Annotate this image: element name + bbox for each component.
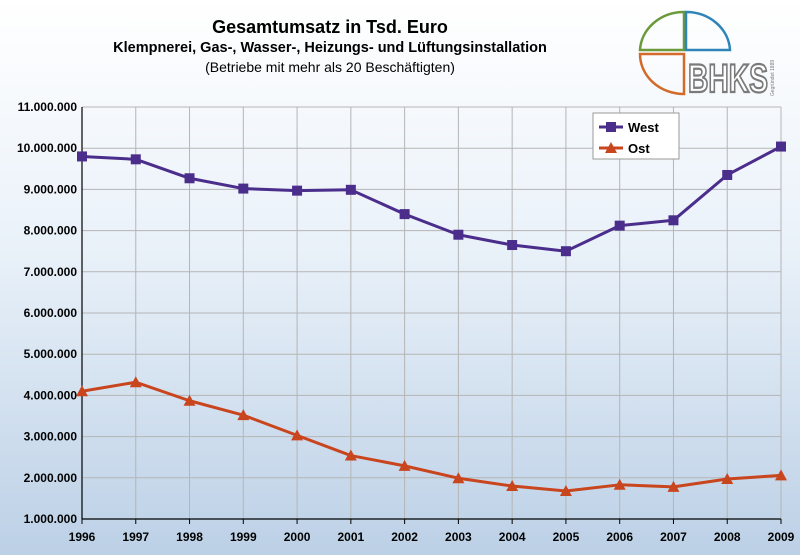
data-point-ost	[76, 385, 88, 397]
series-line-west	[81, 145, 782, 253]
logo-arc-orange	[638, 52, 686, 96]
data-point-west	[345, 184, 356, 195]
data-point-ost	[613, 478, 626, 490]
x-tick-label: 2001	[337, 530, 364, 544]
bhks-logo: BHKS Gegründet 1889	[638, 10, 776, 100]
logo-arc-green	[638, 10, 686, 52]
chart-title: Gesamtumsatz in Tsd. Euro	[212, 17, 448, 37]
data-point-west	[238, 183, 249, 194]
y-tick-label: 8.000.000	[24, 224, 78, 238]
data-point-ost	[721, 473, 734, 485]
data-point-ost	[452, 472, 465, 484]
data-point-west	[776, 141, 786, 152]
y-tick-label: 4.000.000	[24, 388, 78, 402]
x-tick-label: 2009	[768, 530, 795, 544]
data-point-ost	[775, 469, 787, 481]
data-point-ost	[559, 484, 572, 496]
y-tick-label: 2.000.000	[24, 471, 78, 485]
data-point-ost	[667, 480, 680, 492]
chart-subtitle: Klempnerei, Gas-, Wasser-, Heizungs- und…	[113, 40, 547, 56]
logo-arc-blue	[684, 10, 732, 52]
legend-label-ost: Ost	[628, 141, 650, 156]
chart-titles: Gesamtumsatz in Tsd. Euro Klempnerei, Ga…	[60, 16, 600, 76]
legend-marker-west	[606, 122, 616, 132]
x-tick-label: 1996	[69, 530, 96, 544]
x-tick-label: 2004	[499, 530, 526, 544]
x-tick-label: 2000	[284, 530, 311, 544]
data-point-west	[507, 240, 518, 251]
logo-text: BHKS	[688, 57, 768, 100]
legend-marker-ost	[605, 142, 617, 153]
series-line-ost	[81, 380, 782, 493]
y-tick-label: 9.000.000	[24, 182, 78, 196]
data-point-west	[292, 185, 303, 196]
x-tick-label: 2006	[606, 530, 633, 544]
y-tick-label: 6.000.000	[24, 306, 78, 320]
x-tick-label: 2008	[714, 530, 741, 544]
data-point-ost	[129, 376, 142, 388]
x-tick-label: 1999	[230, 530, 257, 544]
data-point-ost	[506, 480, 519, 492]
x-tick-label: 2002	[391, 530, 418, 544]
data-point-ost	[291, 429, 304, 441]
data-point-west	[77, 151, 87, 162]
y-tick-label: 7.000.000	[24, 265, 78, 279]
data-point-west	[130, 154, 141, 165]
y-tick-label: 3.000.000	[24, 430, 78, 444]
data-point-west	[722, 169, 733, 180]
chart-subtitle-note: (Betriebe mit mehr als 20 Beschäftigten)	[205, 59, 455, 75]
x-tick-label: 2003	[445, 530, 472, 544]
legend-label-west: West	[628, 120, 659, 135]
data-point-west	[560, 246, 571, 257]
data-point-west	[453, 229, 464, 240]
data-point-west	[668, 215, 679, 226]
data-point-west	[399, 209, 410, 220]
data-point-west	[614, 220, 625, 231]
logo-founded-text: Gegründet 1889	[770, 60, 776, 96]
y-tick-label: 10.000.000	[17, 141, 77, 155]
y-tick-label: 1.000.000	[24, 512, 78, 526]
y-tick-label: 5.000.000	[24, 347, 78, 361]
data-point-ost	[344, 449, 357, 461]
y-tick-label: 11.000.000	[18, 100, 78, 114]
data-point-west	[184, 173, 195, 184]
data-point-ost	[183, 394, 196, 406]
data-point-ost	[398, 459, 411, 471]
x-tick-label: 1998	[176, 530, 203, 544]
x-tick-label: 2007	[660, 530, 687, 544]
x-tick-label: 2005	[553, 530, 580, 544]
x-tick-label: 1997	[122, 530, 149, 544]
data-point-ost	[237, 409, 250, 421]
